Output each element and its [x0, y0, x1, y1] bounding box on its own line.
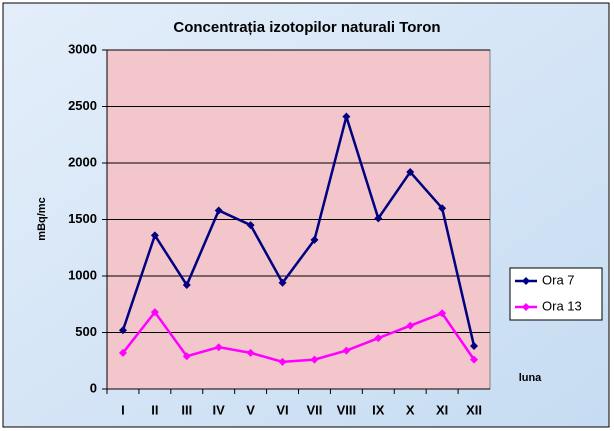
- y-tick-label: 2500: [68, 98, 97, 113]
- marker: [118, 348, 127, 357]
- marker: [150, 308, 159, 317]
- marker: [374, 214, 383, 223]
- marker: [278, 278, 287, 287]
- legend-box: [509, 267, 603, 321]
- legend-label: Ora 7: [542, 272, 575, 287]
- y-tick-label: 0: [90, 380, 97, 395]
- y-tick-label: 1500: [68, 211, 97, 226]
- x-tick-label: V: [246, 402, 255, 417]
- marker: [278, 357, 287, 366]
- marker: [470, 342, 479, 351]
- legend-marker: [522, 303, 530, 311]
- y-tick-label: 500: [75, 324, 97, 339]
- x-tick-label: III: [181, 402, 192, 417]
- x-axis-label: luna: [519, 372, 542, 384]
- marker: [182, 281, 191, 290]
- marker: [214, 343, 223, 352]
- x-tick-label: VIII: [337, 402, 357, 417]
- marker: [438, 204, 447, 213]
- x-tick-label: XI: [436, 402, 448, 417]
- x-tick-label: VI: [276, 402, 288, 417]
- legend-label: Ora 13: [542, 298, 582, 313]
- marker: [310, 355, 319, 364]
- series-line: [121, 310, 476, 364]
- x-tick-label: IX: [372, 402, 385, 417]
- y-axis-label: mBq/mc: [36, 197, 48, 240]
- marker: [246, 221, 255, 230]
- x-tick-label: I: [121, 402, 125, 417]
- marker: [342, 112, 351, 121]
- marker: [246, 348, 255, 357]
- y-tick-label: 2000: [68, 154, 97, 169]
- chart-title: Concentrația izotopilor naturali Toron: [173, 19, 440, 36]
- marker: [118, 326, 127, 335]
- series-line: [121, 112, 476, 347]
- x-tick-label: X: [406, 402, 415, 417]
- marker: [150, 231, 159, 240]
- x-tick-label: IV: [213, 402, 226, 417]
- y-tick-label: 3000: [68, 41, 97, 56]
- marker: [342, 346, 351, 355]
- marker: [470, 355, 479, 364]
- x-tick-label: II: [151, 402, 158, 417]
- marker: [438, 309, 447, 318]
- x-tick-label: VII: [307, 402, 323, 417]
- marker: [310, 235, 319, 244]
- marker: [214, 206, 223, 215]
- marker: [182, 352, 191, 361]
- marker: [406, 321, 415, 330]
- legend-marker: [522, 277, 530, 285]
- marker: [374, 334, 383, 343]
- y-tick-label: 1000: [68, 267, 97, 282]
- x-tick-label: XII: [466, 402, 482, 417]
- marker: [406, 168, 415, 177]
